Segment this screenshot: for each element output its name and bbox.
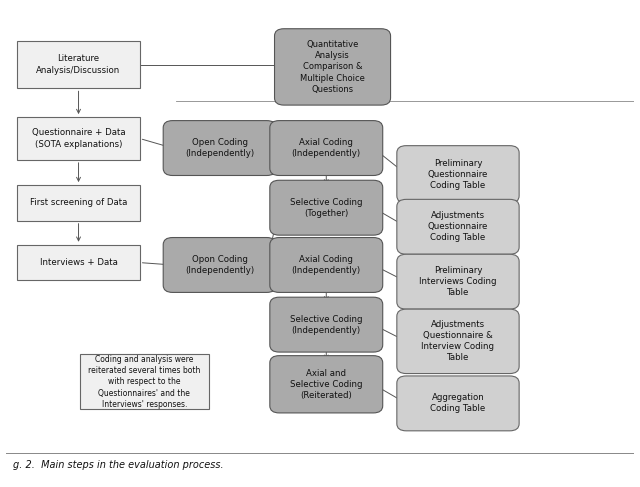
FancyBboxPatch shape [17,244,140,281]
FancyBboxPatch shape [270,356,383,413]
Text: Adjustments
Questionnaire
Coding Table: Adjustments Questionnaire Coding Table [428,211,488,243]
FancyBboxPatch shape [270,238,383,292]
Text: g. 2.  Main steps in the evaluation process.: g. 2. Main steps in the evaluation proce… [13,460,223,470]
FancyBboxPatch shape [163,121,276,175]
Text: Selective Coding
(Together): Selective Coding (Together) [290,198,362,218]
Text: Opon Coding
(Independently): Opon Coding (Independently) [185,255,254,275]
FancyBboxPatch shape [17,117,140,160]
FancyBboxPatch shape [397,309,519,374]
Text: Preliminary
Interviews Coding
Table: Preliminary Interviews Coding Table [419,266,497,297]
Text: Axial Coding
(Independently): Axial Coding (Independently) [292,255,361,275]
FancyBboxPatch shape [270,297,383,352]
FancyBboxPatch shape [397,376,519,431]
FancyBboxPatch shape [163,238,276,292]
Text: Adjustments
Questionnaire &
Interview Coding
Table: Adjustments Questionnaire & Interview Co… [422,320,495,362]
Text: Questionnaire + Data
(SOTA explanations): Questionnaire + Data (SOTA explanations) [32,129,125,149]
Text: Open Coding
(Independently): Open Coding (Independently) [185,138,254,158]
Text: Interviews + Data: Interviews + Data [40,258,118,267]
FancyBboxPatch shape [270,180,383,235]
Text: Preliminary
Questionnaire
Coding Table: Preliminary Questionnaire Coding Table [428,159,488,190]
FancyBboxPatch shape [80,355,209,410]
Text: Aggregation
Coding Table: Aggregation Coding Table [430,393,486,413]
Text: Selective Coding
(Independently): Selective Coding (Independently) [290,315,362,335]
FancyBboxPatch shape [397,146,519,203]
Text: Literature
Analysis/Discussion: Literature Analysis/Discussion [36,55,121,75]
Text: Axial Coding
(Independently): Axial Coding (Independently) [292,138,361,158]
Text: Coding and analysis were
reiterated several times both
with respect to the
Quest: Coding and analysis were reiterated seve… [88,355,200,409]
FancyBboxPatch shape [275,29,390,105]
Text: Axial and
Selective Coding
(Reiterated): Axial and Selective Coding (Reiterated) [290,369,362,400]
FancyBboxPatch shape [270,121,383,175]
Text: First screening of Data: First screening of Data [30,198,127,207]
FancyBboxPatch shape [17,41,140,89]
FancyBboxPatch shape [17,185,140,221]
Text: Quantitative
Analysis
Comparison &
Multiple Choice
Questions: Quantitative Analysis Comparison & Multi… [300,40,365,94]
FancyBboxPatch shape [397,254,519,309]
FancyBboxPatch shape [397,199,519,254]
